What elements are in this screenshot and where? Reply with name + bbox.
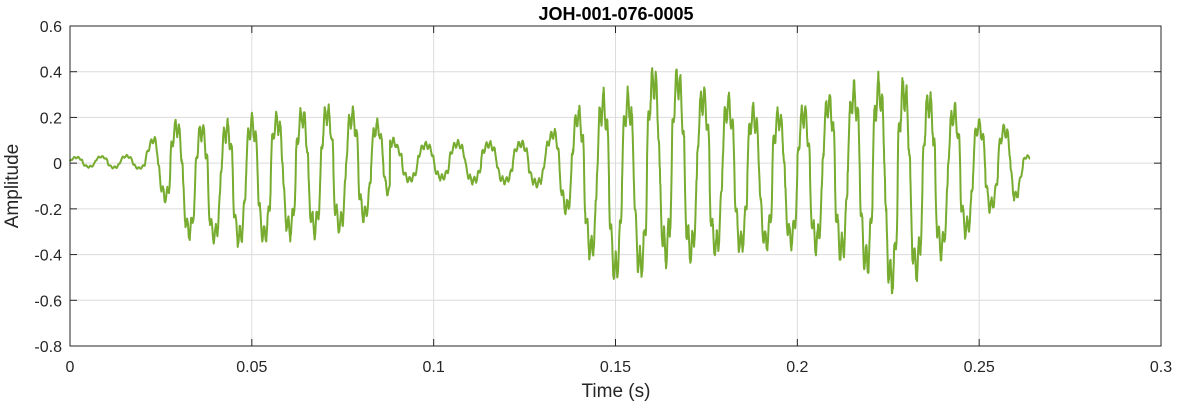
- y-tick-label: -0.8: [34, 339, 62, 356]
- y-tick-label: 0: [53, 156, 62, 173]
- y-axis-label: Amplitude: [2, 144, 23, 229]
- x-tick-label: 0: [66, 359, 75, 376]
- x-tick-label: 0.25: [964, 359, 995, 376]
- x-axis-label: Time (s): [582, 381, 651, 402]
- y-tick-label: -0.4: [34, 248, 62, 265]
- waveform-series-line: [69, 67, 1031, 295]
- x-tick-label: 0.1: [423, 359, 445, 376]
- x-tick-label: 0.05: [236, 359, 267, 376]
- x-axis: 0 0.05 0.1 0.15 0.2 0.25 0.3: [66, 26, 1172, 376]
- x-tick-label: 0.3: [1150, 359, 1172, 376]
- y-axis: -0.8 -0.6 -0.4 -0.2 0 0.2 0.4 0.6: [34, 19, 1161, 356]
- y-tick-label: 0.4: [40, 65, 62, 82]
- chart-title: JOH-001-076-0005: [538, 4, 693, 24]
- y-tick-label: -0.6: [34, 293, 62, 310]
- y-tick-label: 0.2: [40, 110, 62, 127]
- plot-area: [69, 67, 1031, 295]
- y-tick-label: 0.6: [40, 19, 62, 36]
- x-tick-label: 0.15: [600, 359, 631, 376]
- y-tick-label: -0.2: [34, 202, 62, 219]
- grid: [69, 25, 1162, 347]
- x-tick-label: 0.2: [786, 359, 808, 376]
